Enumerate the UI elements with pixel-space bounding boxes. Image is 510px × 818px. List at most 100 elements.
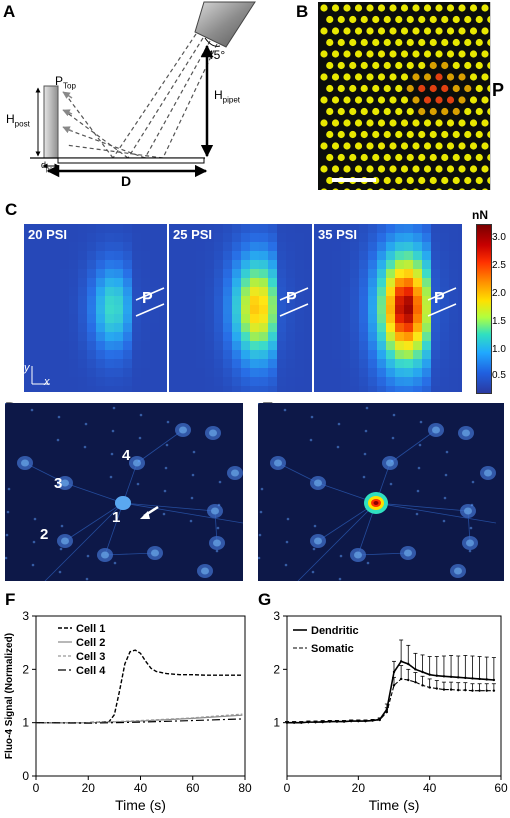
legend-entry: Dendritic (311, 625, 359, 637)
data-point (428, 673, 431, 676)
data-point (364, 719, 367, 723)
pipette-schematic (30, 1, 256, 178)
x-axis-label: Time (s) (115, 797, 166, 813)
colorbar-ticks: 3.0 2.5 2.0 1.5 1.0 0.5 (492, 232, 506, 381)
pipette-position-label: P (492, 80, 505, 100)
data-point (464, 688, 467, 692)
data-point (449, 688, 453, 691)
data-point (385, 710, 389, 714)
y-tick-label: 1 (22, 716, 29, 730)
y-tick-label: 3 (273, 609, 280, 623)
y-tick-label: 2 (22, 662, 29, 676)
data-point (421, 684, 424, 687)
legend-entry: Cell 2 (76, 637, 105, 649)
legend-entry: Cell 3 (76, 651, 105, 663)
data-point (371, 719, 374, 722)
data-point (457, 688, 460, 692)
force-map-20-psi (24, 224, 167, 392)
psi-label-35: 35 PSI (318, 227, 358, 242)
data-point (342, 720, 346, 723)
x-tick-label: 0 (284, 781, 291, 795)
data-point (307, 720, 310, 724)
legend-entry: Somatic (311, 643, 354, 655)
data-point (485, 678, 488, 681)
series-line-4 (35, 718, 243, 724)
x-tick-label: 40 (134, 781, 148, 795)
micropost-array-image (318, 2, 490, 190)
legend-entry: Cell 1 (76, 623, 105, 635)
panel-label-a: A (3, 2, 16, 21)
y-axis-label: Fluo-4 Signal (Normalized) (4, 633, 15, 759)
data-point (407, 678, 410, 682)
y-tick-label: 1 (273, 716, 280, 730)
data-point (492, 678, 496, 682)
chart-f: 0 20 40 60 80 0 1 2 3 Time (s) Fluo-4 Signal (Norm… (4, 609, 252, 813)
colorbar (476, 224, 492, 394)
data-point (399, 660, 403, 663)
arrow-icon (140, 505, 159, 519)
post-label-35: P (434, 290, 445, 307)
y-tick-label: 0 (22, 769, 29, 783)
panel-label-c: C (5, 200, 18, 219)
p-top-label: PTop (55, 74, 76, 91)
x-tick-label: 40 (423, 781, 437, 795)
cell-label-3: 3 (54, 475, 63, 492)
x-tick-label: 60 (494, 781, 508, 795)
data-point (442, 688, 446, 691)
pipette-markers (31, 287, 457, 385)
cell-label-1: 1 (112, 509, 121, 526)
post-label-20: P (142, 290, 153, 307)
calcium-image-after (258, 403, 504, 581)
data-point (492, 689, 496, 692)
data-point (421, 670, 424, 674)
y-tick-label: 2 (273, 662, 280, 676)
data-point (285, 721, 289, 724)
data-point (471, 689, 474, 692)
angle-label: 45° (207, 48, 226, 62)
cell-label-2: 2 (40, 526, 49, 543)
data-point (399, 677, 403, 681)
cell-label-4: 4 (122, 447, 131, 464)
panel-label-g: G (258, 590, 272, 609)
calcium-image-before (5, 403, 243, 581)
data-point (478, 677, 481, 681)
force-map-25-psi (169, 224, 312, 392)
x-tick-label: 20 (82, 781, 96, 795)
axis-y-label: y (24, 362, 30, 374)
data-point (392, 684, 396, 687)
data-point (449, 675, 453, 678)
psi-label-25: 25 PSI (173, 227, 213, 242)
data-point (485, 689, 488, 692)
colorbar-title: nN (472, 208, 488, 222)
x-tick-label: 0 (33, 781, 40, 795)
psi-label-20: 20 PSI (28, 227, 68, 242)
y-tick-label: 3 (22, 609, 29, 623)
data-point (357, 719, 360, 723)
d-post-label: dpost (41, 160, 58, 173)
data-point (392, 670, 396, 674)
post-label-25: P (286, 290, 297, 307)
pipette-tip (194, 1, 256, 48)
data-point (442, 675, 446, 678)
data-point (464, 676, 467, 680)
data-point (435, 687, 438, 690)
data-point (335, 720, 339, 723)
data-point (414, 680, 417, 684)
data-point (428, 686, 431, 689)
axis-x-label: x (44, 376, 50, 388)
data-point (407, 662, 410, 666)
data-point (471, 677, 474, 680)
x-tick-label: 60 (186, 781, 200, 795)
x-axis-label: Time (s) (369, 797, 420, 813)
force-map-35-psi (314, 224, 462, 392)
data-point (328, 720, 331, 723)
data-point (300, 721, 303, 724)
panel-label-f: F (5, 590, 16, 609)
series-line-1 (36, 649, 243, 724)
data-point (314, 720, 317, 724)
panel-label-b: B (296, 2, 309, 21)
legend-entry: Cell 4 (76, 665, 106, 677)
x-tick-label: 20 (352, 781, 366, 795)
data-point (435, 674, 438, 677)
x-tick-label: 80 (238, 781, 252, 795)
